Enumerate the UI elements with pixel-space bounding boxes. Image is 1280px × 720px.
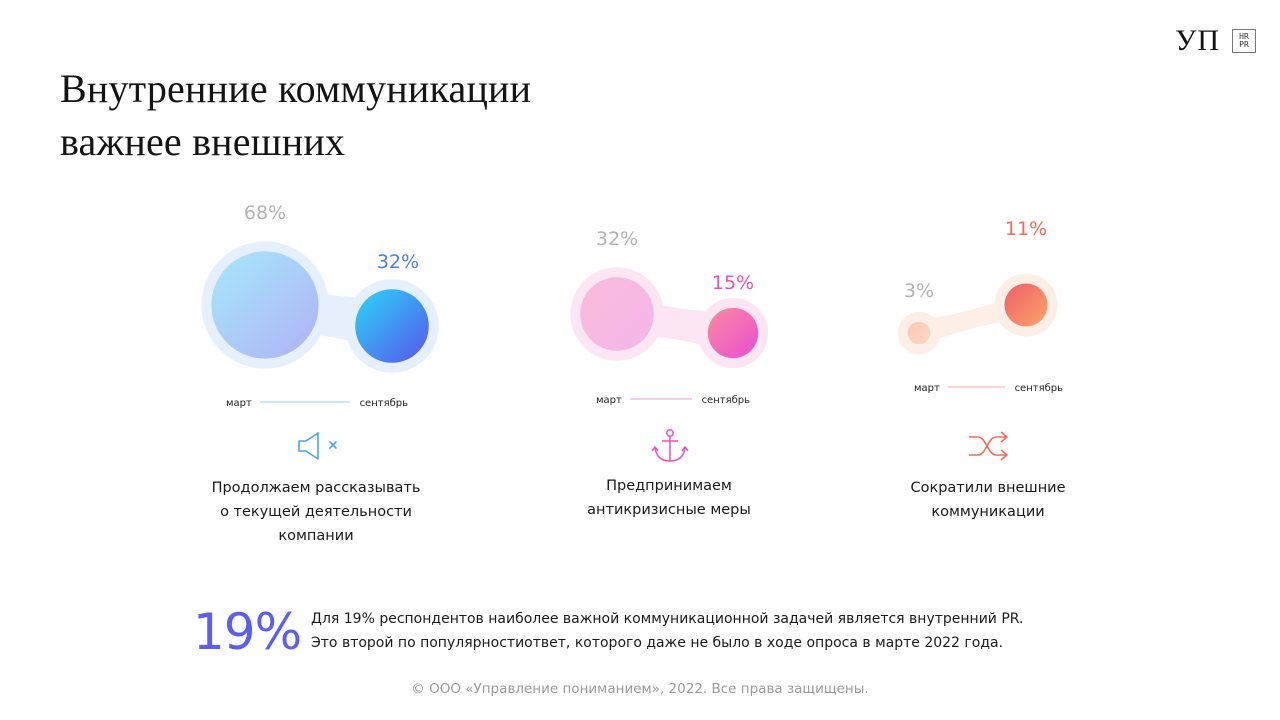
caption-2-line-1: Предпринимаем (606, 478, 732, 494)
speaker-muted-icon (298, 432, 337, 460)
label-september-3: 11% (1005, 218, 1047, 240)
caption-2-line-2: антикризисные меры (587, 502, 751, 518)
axis-end-label-2: сентябрь (702, 395, 751, 406)
label-march-1: 68% (244, 202, 286, 224)
caption-3-line-1: Сократили внешние (910, 480, 1066, 496)
bubble-march-1 (211, 251, 319, 359)
hrpr-logo-bottom: PR (1239, 40, 1249, 49)
highlight-line-2: Это второй по популярностиответ, которог… (311, 635, 1004, 651)
anchor-icon (651, 428, 689, 462)
hrpr-logo: HR PR (1232, 29, 1256, 53)
highlight-value: 19% (193, 603, 302, 661)
label-march-2: 32% (596, 228, 638, 250)
bubble-march-2 (580, 277, 654, 351)
axis-start-label-3: март (914, 383, 940, 394)
bubble-september-2 (707, 307, 759, 359)
caption-1-line-1: Продолжаем рассказывать (211, 480, 421, 496)
highlight-line-1: Для 19% респондентов наиболее важной ком… (311, 611, 1024, 627)
caption-3-line-2: коммуникации (931, 504, 1045, 520)
bubble-march-3 (907, 321, 931, 345)
brand-logo: УП (1175, 24, 1220, 57)
label-september-1: 32% (377, 251, 419, 273)
label-september-2: 15% (712, 272, 754, 294)
page-title: Внутренние коммуникации важнее внешних (60, 62, 531, 168)
label-march-3: 3% (904, 280, 934, 302)
axis-end-label-3: сентябрь (1015, 383, 1064, 394)
halo-bridge-3 (919, 291, 1026, 347)
caption-2: Предпринимаем антикризисные меры (539, 474, 799, 522)
hrpr-logo-top: HR (1239, 32, 1249, 41)
logos: УП HR PR (1175, 26, 1256, 56)
footer-copyright: © ООО «Управление пониманием», 2022. Все… (411, 681, 869, 697)
axis-start-label-2: март (596, 395, 622, 406)
bubble-september-1 (355, 289, 429, 363)
axis-start-label-1: март (226, 398, 252, 409)
title-line-2: важнее внешних (60, 119, 346, 164)
highlight-text: Для 19% респондентов наиболее важной ком… (311, 607, 1023, 655)
caption-1-line-3: компании (278, 528, 354, 544)
caption-1: Продолжаем рассказывать о текущей деятел… (186, 476, 446, 548)
bubble-september-3 (1004, 283, 1048, 327)
caption-3: Сократили внешние коммуникации (858, 476, 1118, 524)
shuffle-icon (969, 431, 1008, 461)
caption-1-line-2: о текущей деятельности (220, 504, 412, 520)
axis-end-label-1: сентябрь (360, 398, 409, 409)
title-line-1: Внутренние коммуникации (60, 66, 532, 111)
